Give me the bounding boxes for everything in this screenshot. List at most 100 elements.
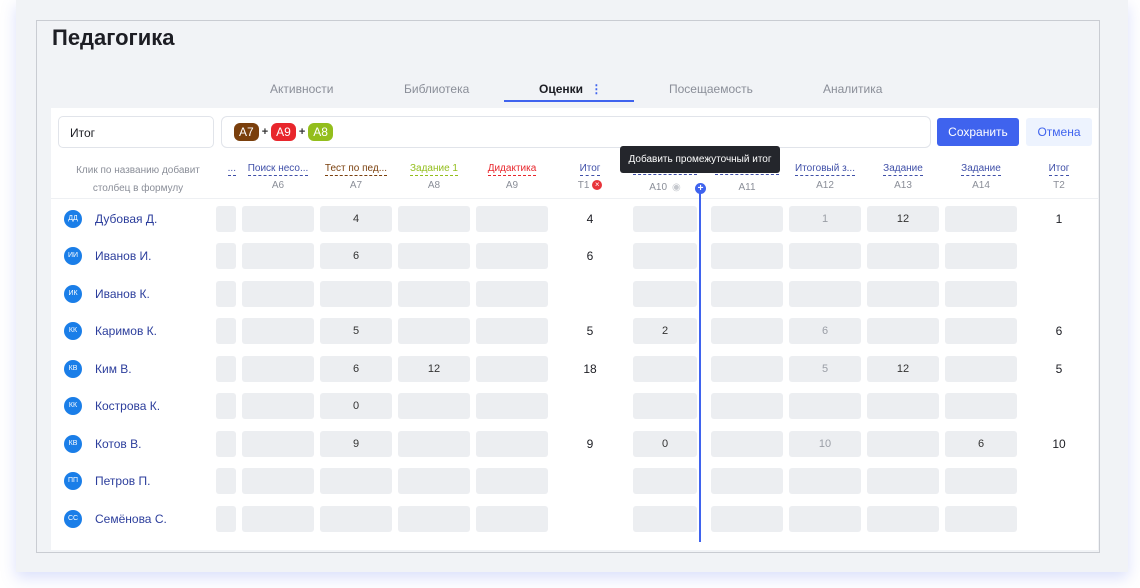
student-name[interactable]: Семёнова С.	[95, 512, 167, 526]
grade-cell[interactable]	[711, 506, 783, 532]
grade-cell[interactable]	[216, 356, 236, 382]
grade-cell[interactable]	[945, 281, 1017, 307]
grade-cell[interactable]	[398, 431, 470, 457]
grade-cell[interactable]	[476, 506, 548, 532]
grade-cell[interactable]	[216, 468, 236, 494]
column-header[interactable]: Задание A14	[941, 162, 1021, 191]
column-name[interactable]: Задание	[883, 163, 923, 176]
grade-cell[interactable]	[476, 393, 548, 419]
grade-cell[interactable]	[216, 431, 236, 457]
cancel-button[interactable]: Отмена	[1026, 118, 1092, 146]
column-name[interactable]: Поиск несо...	[247, 163, 309, 176]
grade-cell[interactable]: 6	[789, 318, 861, 344]
column-header[interactable]: Итог T2	[1019, 162, 1099, 191]
eye-icon[interactable]: ◉	[672, 182, 681, 193]
grade-cell[interactable]	[633, 468, 697, 494]
column-name[interactable]	[715, 162, 779, 175]
grade-cell[interactable]	[633, 206, 697, 232]
grade-cell[interactable]: 6	[945, 431, 1017, 457]
grade-cell[interactable]: 9	[320, 431, 392, 457]
column-name[interactable]: Тест по пед...	[324, 163, 388, 176]
grade-cell[interactable]	[867, 468, 939, 494]
tab-library[interactable]: Библиотека	[404, 82, 470, 96]
grade-cell[interactable]	[867, 243, 939, 269]
grade-cell[interactable]	[476, 243, 548, 269]
student-name[interactable]: Петров П.	[95, 474, 151, 488]
student-name[interactable]: Иванов К.	[95, 287, 150, 301]
column-name[interactable]: Итоговый з...	[795, 163, 855, 176]
grade-cell[interactable]	[216, 206, 236, 232]
grade-cell[interactable]: 5	[789, 356, 861, 382]
grade-cell[interactable]	[398, 243, 470, 269]
grade-cell[interactable]	[216, 243, 236, 269]
column-name[interactable]: Дидактика	[487, 163, 537, 176]
grade-cell[interactable]	[398, 318, 470, 344]
column-name[interactable]: Итог	[1048, 163, 1070, 176]
grade-cell[interactable]	[945, 506, 1017, 532]
tab-grades[interactable]: Оценки ⋮	[539, 82, 602, 96]
grade-cell[interactable]	[711, 206, 783, 232]
student-name[interactable]: Котов В.	[95, 437, 142, 451]
grade-cell[interactable]	[711, 281, 783, 307]
grade-cell[interactable]	[216, 281, 236, 307]
student-name[interactable]: Каримов К.	[95, 324, 157, 338]
grade-cell[interactable]	[867, 281, 939, 307]
grade-cell[interactable]	[633, 243, 697, 269]
column-header[interactable]: A11	[707, 162, 787, 193]
column-header[interactable]: Задание A13	[863, 162, 943, 191]
grade-cell[interactable]	[242, 243, 314, 269]
column-header[interactable]: Итоговый з... A12	[785, 162, 865, 191]
grade-cell[interactable]	[867, 431, 939, 457]
more-icon[interactable]: ⋮	[590, 82, 603, 96]
add-subtotal-icon[interactable]: +	[695, 183, 706, 194]
tab-attendance[interactable]: Посещаемость	[669, 82, 753, 96]
student-name[interactable]: Дубовая Д.	[95, 212, 158, 226]
formula-chip[interactable]: A9	[271, 123, 296, 141]
grade-cell[interactable]	[320, 468, 392, 494]
grade-cell[interactable]	[945, 318, 1017, 344]
grade-cell[interactable]	[789, 393, 861, 419]
grade-cell[interactable]	[867, 506, 939, 532]
formula-chip[interactable]: A8	[308, 123, 333, 141]
column-name[interactable]	[633, 162, 697, 175]
grade-cell[interactable]	[711, 318, 783, 344]
student-name[interactable]: Иванов И.	[95, 249, 152, 263]
grade-cell[interactable]: 12	[867, 356, 939, 382]
grade-cell[interactable]	[320, 281, 392, 307]
column-name[interactable]: Задание	[961, 163, 1001, 176]
grade-cell[interactable]	[242, 206, 314, 232]
grade-cell[interactable]	[945, 468, 1017, 494]
grade-cell[interactable]	[789, 506, 861, 532]
grade-cell[interactable]	[476, 356, 548, 382]
grade-cell[interactable]	[789, 468, 861, 494]
grade-cell[interactable]	[398, 281, 470, 307]
formula-name-input[interactable]: Итог	[58, 116, 214, 148]
grade-cell[interactable]	[398, 206, 470, 232]
grade-cell[interactable]	[633, 393, 697, 419]
column-header[interactable]: A10 ◉	[625, 162, 705, 193]
formula-input[interactable]: A7 + A9 + A8	[221, 116, 931, 148]
grade-cell[interactable]	[711, 431, 783, 457]
column-name[interactable]: Итог	[579, 163, 601, 176]
grade-cell[interactable]: 5	[320, 318, 392, 344]
grade-cell[interactable]	[398, 506, 470, 532]
grade-cell[interactable]	[945, 356, 1017, 382]
column-header[interactable]: ...	[196, 162, 236, 180]
grade-cell[interactable]	[242, 506, 314, 532]
grade-cell[interactable]	[789, 281, 861, 307]
grade-cell[interactable]	[476, 281, 548, 307]
grade-cell[interactable]	[242, 431, 314, 457]
tab-activities[interactable]: Активности	[270, 82, 334, 96]
grade-cell[interactable]: 0	[320, 393, 392, 419]
grade-cell[interactable]	[945, 243, 1017, 269]
grade-cell[interactable]	[633, 506, 697, 532]
grade-cell[interactable]	[476, 468, 548, 494]
grade-cell[interactable]	[711, 243, 783, 269]
grade-cell[interactable]: 12	[398, 356, 470, 382]
remove-icon[interactable]: ×	[592, 180, 603, 191]
grade-cell[interactable]	[867, 318, 939, 344]
grade-cell[interactable]	[476, 431, 548, 457]
grade-cell[interactable]	[476, 318, 548, 344]
grade-cell[interactable]	[242, 468, 314, 494]
column-name[interactable]: Задание 1	[409, 163, 458, 176]
